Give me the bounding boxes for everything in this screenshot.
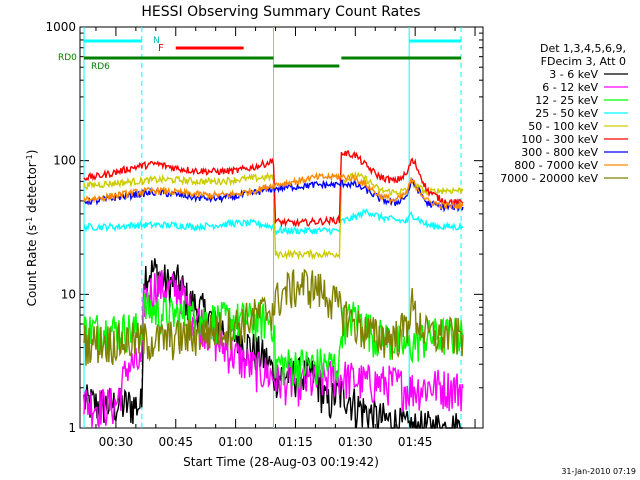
x-tick-labels: 00:30 00:45 01:00 01:15 01:30 01:45: [99, 435, 433, 449]
x-tick-label: 01:30: [338, 435, 373, 449]
series-lines: [83, 150, 464, 430]
legend-header-line-2: FDecim 3, Att 0: [541, 55, 626, 68]
flag-label-rd0: RD0: [58, 53, 77, 63]
legend-entry-label: 50 - 100 keV: [528, 120, 598, 133]
series-line-3: [83, 208, 464, 236]
x-tick-label: 01:00: [218, 435, 253, 449]
observing-flags: [83, 39, 462, 68]
legend-entry-label: 3 - 6 keV: [549, 68, 598, 81]
x-tick-label: 01:45: [398, 435, 433, 449]
series-line-7: [83, 171, 464, 210]
legend-entry-label: 6 - 12 keV: [542, 81, 598, 94]
flag-label-rd6: RD6: [91, 62, 110, 72]
legend-header-line-1: Det 1,3,4,5,6,9,: [540, 42, 626, 55]
y-tick-label: 10: [61, 287, 76, 301]
y-tick-label: 1: [68, 421, 76, 435]
footer-date: 31-Jan-2010 07:19: [561, 467, 636, 476]
x-axis-label: Start Time (28-Aug-03 00:19:42): [183, 455, 379, 469]
legend-entry-label: 7000 - 20000 keV: [500, 172, 598, 185]
y-axis-label: Count Rate (s-1 detector-1): [25, 150, 40, 307]
attenuator-markers: [83, 27, 462, 428]
x-tick-label: 00:30: [99, 435, 134, 449]
legend-entry-label: 800 - 7000 keV: [514, 159, 598, 172]
legend-entry-label: 100 - 300 keV: [521, 133, 598, 146]
flag-label-n: N: [153, 36, 160, 46]
legend-entry-label: 25 - 50 keV: [535, 107, 598, 120]
series-line-8: [83, 268, 464, 366]
x-tick-label: 01:15: [278, 435, 313, 449]
flag-label-f: F: [158, 43, 164, 54]
y-tick-label: 100: [53, 154, 76, 168]
y-tick-label: 1000: [45, 20, 76, 34]
legend-entry-label: 12 - 25 keV: [535, 94, 598, 107]
legend: Det 1,3,4,5,6,9, FDecim 3, Att 0 3 - 6 k…: [500, 42, 628, 185]
legend-entry-label: 300 - 800 keV: [521, 146, 598, 159]
chart-title: HESSI Observing Summary Count Rates: [141, 4, 420, 20]
x-tick-label: 00:45: [158, 435, 193, 449]
y-tick-labels: 1 10 100 1000: [45, 20, 76, 435]
series-line-5: [83, 150, 464, 228]
plot-area-frame: [79, 26, 484, 429]
